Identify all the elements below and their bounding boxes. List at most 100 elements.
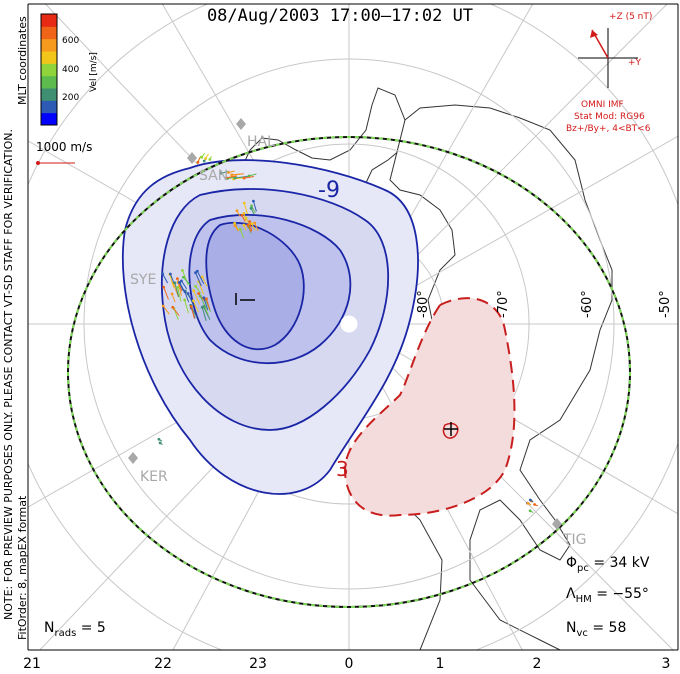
radar-label-san: SAN bbox=[199, 168, 229, 184]
velocity-vector-origin bbox=[242, 201, 246, 205]
colorbar-label: Vel [m/s] bbox=[89, 52, 99, 92]
colorbar-segment bbox=[41, 75, 57, 89]
velocity-vector-origin bbox=[176, 285, 180, 289]
velocity-vector-origin bbox=[162, 285, 166, 289]
latitude-label-70: -70° bbox=[496, 290, 511, 318]
velocity-vector-origin bbox=[195, 269, 199, 273]
velocity-vector bbox=[231, 173, 244, 176]
velocity-vector bbox=[177, 287, 182, 302]
phi-pc-value: = 34 kV bbox=[593, 555, 650, 571]
velocity-vector bbox=[162, 305, 170, 315]
velocity-vector-origin bbox=[253, 221, 257, 225]
velocity-vector-origin bbox=[181, 269, 184, 272]
latitude-label-60: -60° bbox=[580, 290, 595, 318]
positive-potential-cell bbox=[343, 297, 516, 517]
velocity-vector-origin bbox=[202, 159, 206, 163]
velocity-vector-origin bbox=[238, 227, 242, 231]
velocity-vector bbox=[201, 276, 208, 287]
contour-label-positive: 3 bbox=[336, 457, 349, 481]
velocity-vector-origin bbox=[235, 209, 239, 213]
velocity-vector-origin bbox=[182, 275, 185, 279]
velocity-vector-origin bbox=[533, 503, 537, 506]
velocity-vector bbox=[176, 278, 183, 292]
velocity-vector-origin bbox=[526, 501, 530, 505]
colorbar-segment bbox=[41, 88, 57, 101]
velocity-vector-origin bbox=[169, 272, 172, 276]
velocity-vector bbox=[178, 282, 184, 292]
velocity-vector-origin bbox=[244, 216, 248, 220]
velocity-vector-origin bbox=[197, 292, 200, 295]
potential-max-marker bbox=[444, 422, 458, 436]
velocity-vector-origin bbox=[202, 296, 206, 300]
heppner-maynard-boundary bbox=[67, 136, 631, 608]
velocity-vector bbox=[226, 175, 237, 179]
velocity-vector bbox=[249, 221, 253, 231]
latitude-label-80: -80° bbox=[416, 290, 431, 318]
n-vc-stat: Nvc = 58 bbox=[566, 620, 627, 639]
colorbar-segment bbox=[41, 63, 57, 77]
imf-title: OMNI IMF bbox=[581, 100, 624, 110]
colorbar-tick-400: 400 bbox=[62, 65, 80, 75]
velocity-vector-origin bbox=[225, 176, 228, 180]
velocity-vector-origin bbox=[249, 206, 253, 210]
mlt-tick-22: 22 bbox=[154, 656, 172, 672]
positive-potential-max bbox=[442, 422, 459, 439]
velocity-vector bbox=[182, 270, 189, 286]
velocity-vector bbox=[195, 285, 202, 294]
velocity-vector bbox=[183, 276, 191, 286]
velocity-vector-origin bbox=[250, 204, 253, 208]
velocity-vector-origin bbox=[240, 213, 244, 217]
mlt-tick-0: 0 bbox=[344, 656, 354, 672]
fit-order: FitOrder: 8, mapEX format bbox=[16, 495, 29, 640]
pole-marker bbox=[340, 315, 358, 333]
velocity-vector-origin bbox=[528, 509, 532, 513]
preview-notice: NOTE: FOR PREVIEW PURPOSES ONLY. PLEASE … bbox=[2, 128, 15, 620]
velocity-vector bbox=[205, 298, 211, 310]
velocity-vector-origin bbox=[252, 199, 255, 203]
velocity-vector bbox=[193, 290, 201, 305]
colorbar-segment bbox=[41, 51, 57, 64]
reference-vector-label: 1000 m/s bbox=[36, 140, 93, 154]
velocity-vector bbox=[252, 201, 257, 212]
velocity-vector-origin bbox=[175, 277, 179, 281]
colorbar-segment bbox=[41, 26, 57, 40]
stat-model: Stat Mod: RG96 bbox=[574, 112, 645, 122]
velocity-vector bbox=[169, 274, 175, 288]
velocity-vector-origin bbox=[200, 275, 204, 279]
velocity-vector bbox=[195, 272, 202, 287]
negative-potential-cell bbox=[121, 159, 419, 495]
velocity-vector-origin bbox=[161, 272, 165, 276]
velocity-colorbar bbox=[40, 13, 58, 126]
velocity-vector bbox=[198, 281, 205, 295]
velocity-vector-origin bbox=[180, 279, 183, 283]
velocity-vector bbox=[192, 300, 199, 313]
velocity-vector bbox=[198, 293, 206, 302]
velocity-vector bbox=[243, 202, 248, 215]
velocity-vector-origin bbox=[170, 292, 174, 296]
velocity-vector bbox=[254, 222, 259, 232]
velocity-vector-origin bbox=[200, 155, 204, 159]
velocity-vector bbox=[184, 299, 189, 314]
velocity-vector bbox=[172, 282, 179, 297]
colorbar-segment bbox=[41, 112, 57, 126]
potential-min-marker bbox=[235, 293, 255, 305]
radar-label-hal: HAL bbox=[247, 134, 275, 150]
velocity-vector bbox=[201, 307, 207, 321]
colorbar-tick-200: 200 bbox=[62, 93, 80, 103]
velocity-vectors bbox=[157, 152, 539, 513]
velocity-vector-origin bbox=[177, 281, 181, 284]
n-rads-value: = 5 bbox=[80, 620, 106, 636]
velocity-vector bbox=[174, 282, 180, 298]
velocity-vector-origin bbox=[205, 297, 208, 301]
mlt-coordinates-label: MLT coordinates bbox=[16, 16, 29, 105]
velocity-vector-origin bbox=[233, 224, 237, 228]
radar-sites bbox=[128, 118, 562, 530]
colorbar-segment bbox=[41, 38, 57, 52]
velocity-vector-origin bbox=[194, 284, 197, 288]
velocity-vector-origin bbox=[171, 305, 175, 309]
mlt-tick-3: 3 bbox=[661, 656, 671, 672]
velocity-vector bbox=[171, 293, 176, 303]
velocity-vector-origin bbox=[248, 220, 251, 223]
imf-z-label: +Z (5 nT) bbox=[609, 12, 653, 22]
